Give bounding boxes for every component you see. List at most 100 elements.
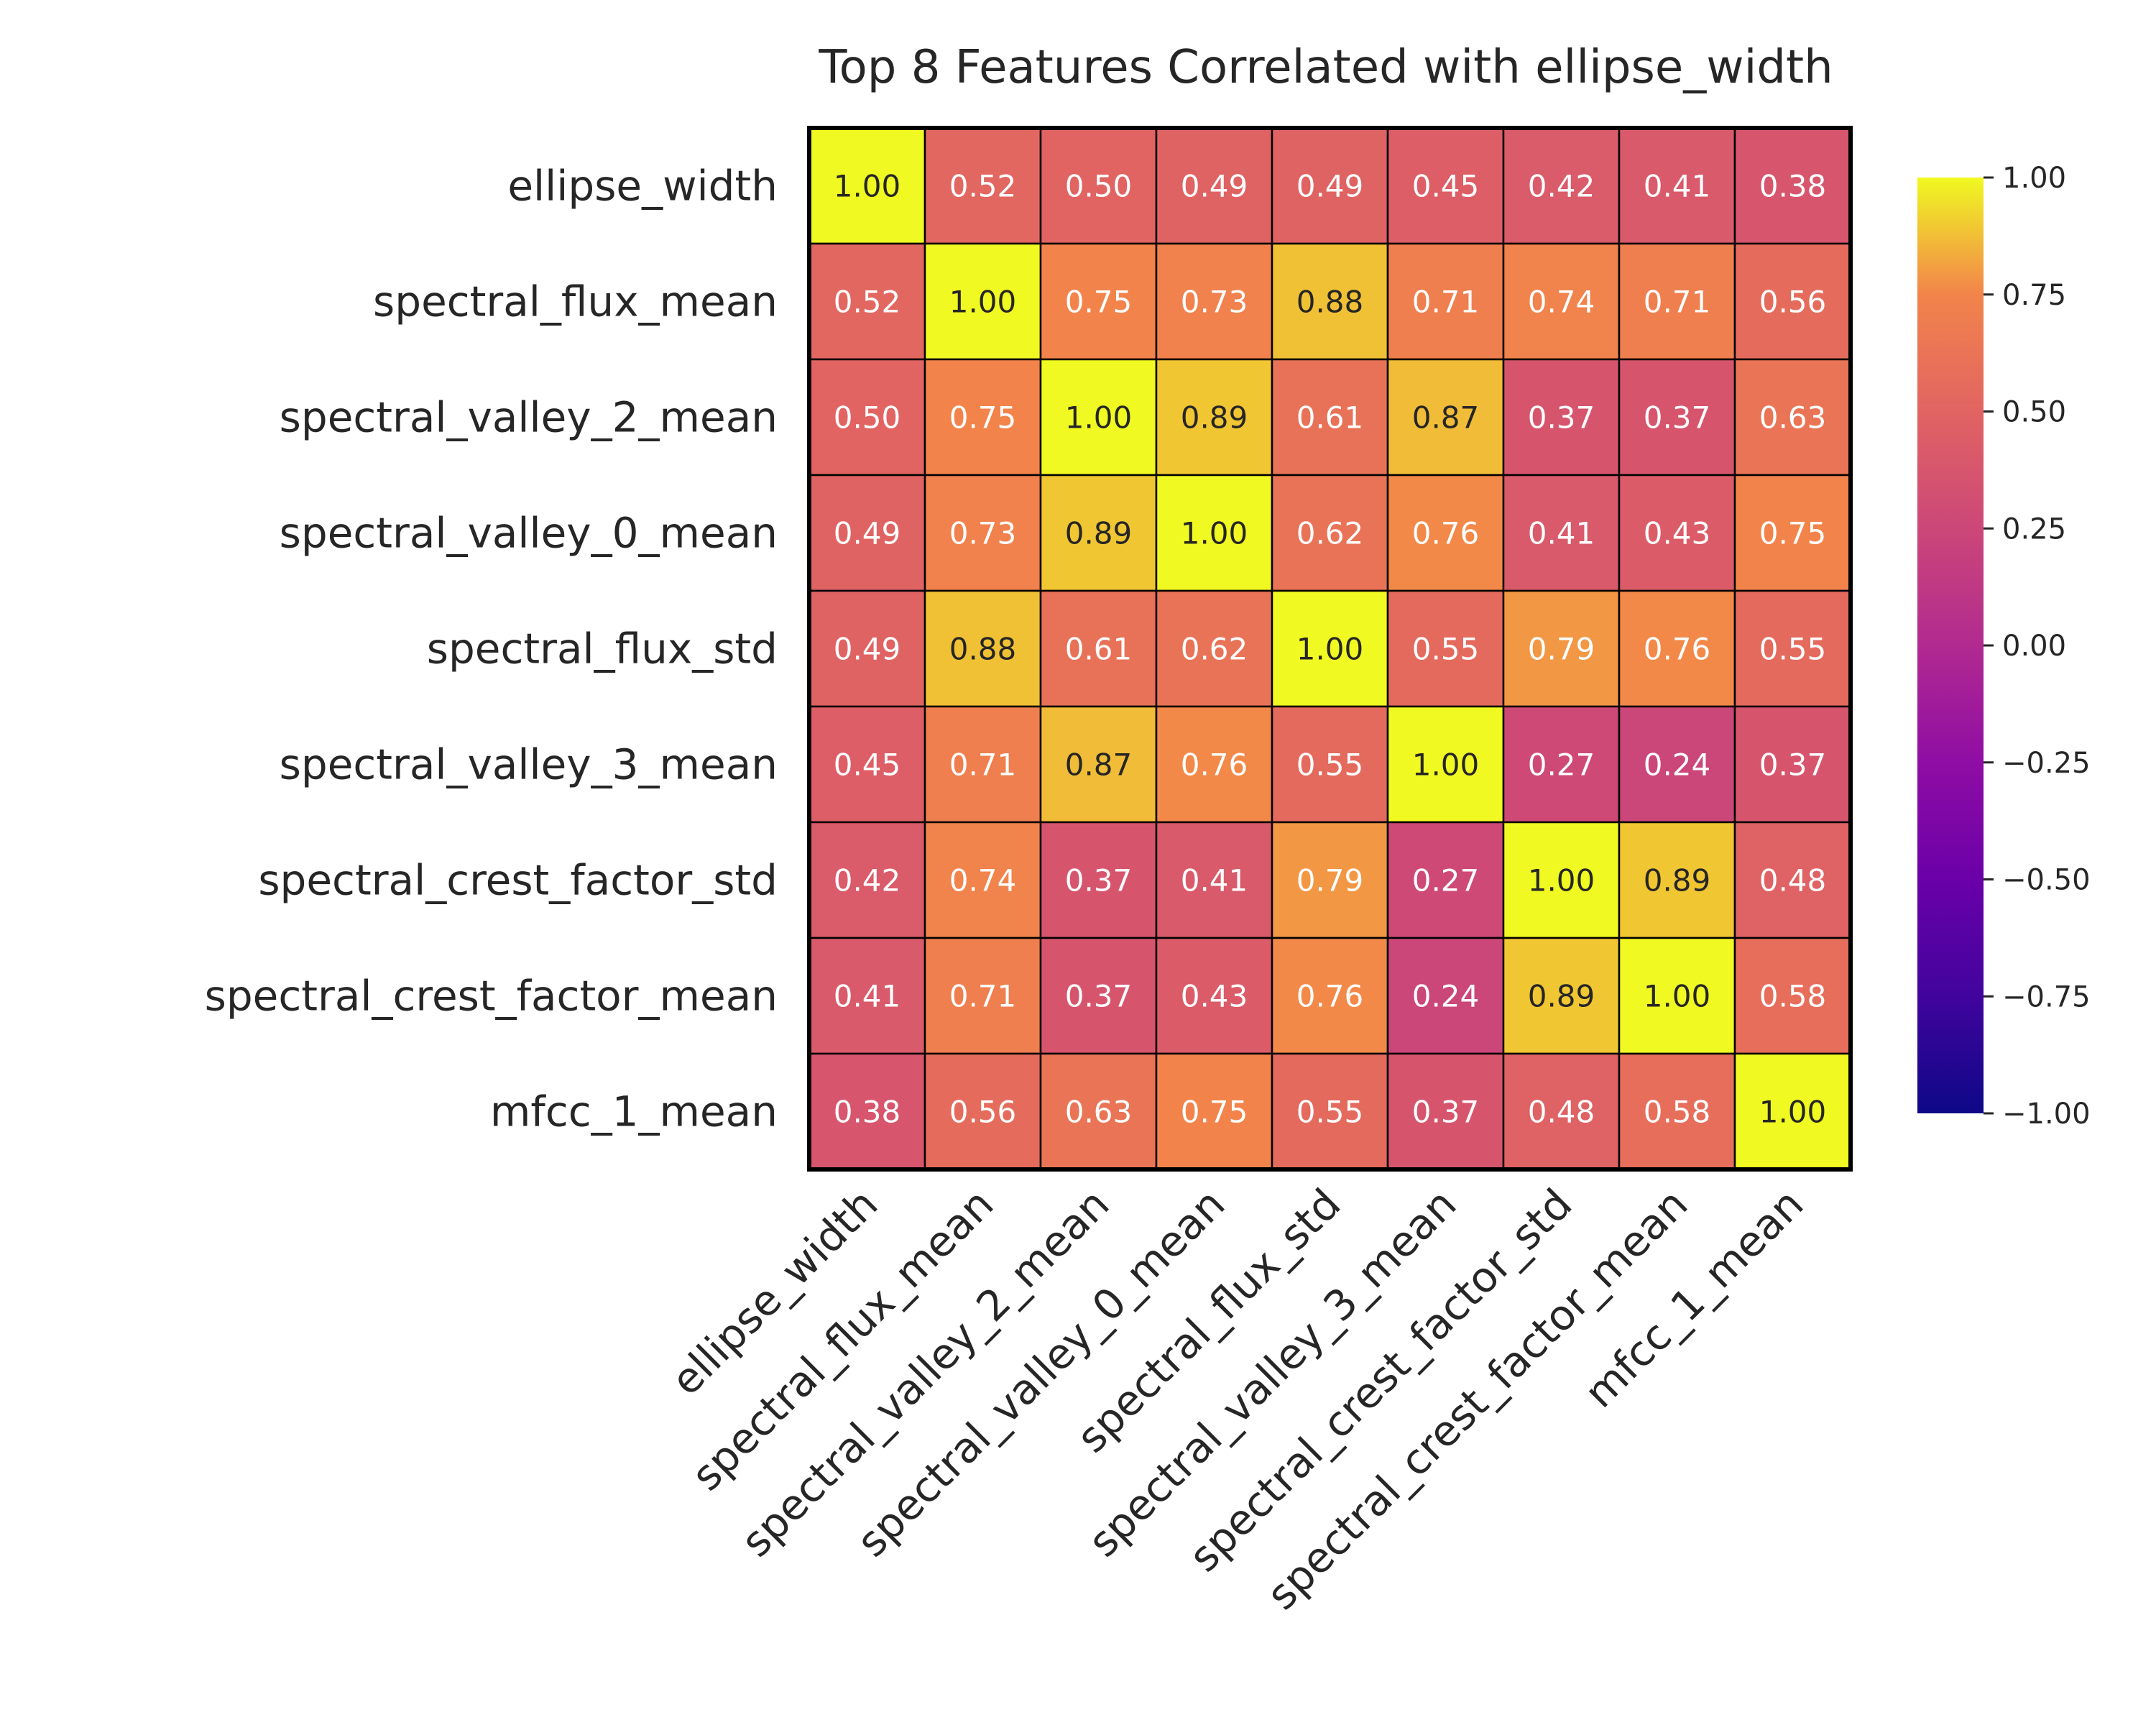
cell-value-label: 0.87 [1412,400,1480,436]
cell-value-label: 0.71 [1412,285,1480,320]
heatmap-cell [923,705,1042,824]
cell-value-label: 0.38 [834,1095,901,1130]
cell-value-label: 0.73 [1181,285,1248,320]
cell-value-label: 0.37 [1065,863,1133,898]
heatmap-cell [1039,589,1158,708]
cell-value-label: 0.61 [1296,400,1364,436]
cell-value-label: 1.00 [1528,863,1595,898]
heatmap-cell [808,705,926,824]
cell-value-label: 0.56 [1759,285,1827,320]
y-tick-label: mfcc_1_mean [490,1087,778,1136]
cell-value-label: 0.89 [1528,979,1595,1014]
heatmap-cells [808,126,1852,1171]
colorbar: 1.00 0.75 0.50 0.25 0.00 −0.25 −0.50 −0.75 −1.00 [1917,162,2091,1131]
y-tick-label: spectral_valley_2_mean [280,393,778,442]
y-tick-label: spectral_crest_factor_std [258,856,778,905]
cell-value-label: 0.37 [1412,1095,1480,1130]
heatmap-cell [808,358,926,477]
heatmap-cell [1271,242,1389,361]
cell-value-label: 0.79 [1528,632,1595,667]
cell-value-label: 0.74 [949,863,1017,898]
cell-value-label: 0.89 [1065,516,1133,551]
colorbar-tick-label: 0.00 [2002,630,2066,663]
cell-value-label: 0.41 [834,979,901,1014]
y-tick-label: spectral_crest_factor_mean [205,972,778,1021]
heatmap-cell [923,474,1042,592]
cell-value-label: 0.87 [1065,748,1133,783]
cell-value-label: 0.71 [949,748,1017,783]
cell-value-label: 0.24 [1644,748,1711,783]
cell-value-label: 1.00 [1412,748,1480,783]
heatmap-cell [1618,705,1736,824]
colorbar-tick-label: −0.25 [2002,747,2091,780]
cell-value-label: 0.89 [1181,400,1248,436]
cell-value-label: 0.88 [1296,285,1364,320]
cell-value-label: 0.42 [1528,169,1595,204]
cell-value-label: 0.58 [1644,1095,1711,1130]
cell-value-label: 0.75 [1065,285,1133,320]
cell-value-label: 0.42 [834,863,901,898]
heatmap-cell [1155,937,1273,1055]
heatmap-cell [1733,474,1852,592]
heatmap-cell [808,126,926,245]
heatmap-cell [1733,242,1852,361]
cell-value-label: 0.50 [834,400,901,436]
heatmap-cell [1039,705,1158,824]
cell-value-label: 0.62 [1296,516,1364,551]
y-axis-labels: ellipse_width spectral_flux_mean spectral_… [205,162,778,1136]
cell-value-label: 0.74 [1528,285,1595,320]
heatmap-cell [1733,1052,1852,1171]
cell-value-label: 1.00 [1759,1095,1827,1130]
heatmap-cell [1271,1052,1389,1171]
cell-value-label: 0.41 [1528,516,1595,551]
heatmap-cell [808,1052,926,1171]
cell-value-label: 0.49 [834,516,901,551]
cell-value-label: 0.88 [949,632,1017,667]
colorbar-tick-label: −0.50 [2002,864,2091,897]
cell-value-label: 0.49 [1296,169,1364,204]
heatmap-cell [1733,589,1852,708]
cell-value-label: 0.37 [1644,400,1711,436]
heatmap-cell [1155,474,1273,592]
cell-value-label: 0.43 [1181,979,1248,1014]
cell-value-label: 0.75 [1759,516,1827,551]
heatmap-cell [1618,242,1736,361]
cell-value-label: 0.41 [1181,863,1248,898]
cell-value-label: 0.45 [1412,169,1480,204]
y-tick-label: spectral_flux_mean [373,277,778,326]
cell-value-label: 0.55 [1296,1095,1364,1130]
heatmap-cell [808,821,926,939]
cell-value-label: 0.55 [1412,632,1480,667]
heatmap-cell [1502,937,1621,1055]
cell-value-label: 0.49 [834,632,901,667]
cell-value-label: 1.00 [1181,516,1248,551]
heatmap-cell [1386,937,1505,1055]
colorbar-tick-label: 1.00 [2002,162,2066,195]
cell-value-label: 0.37 [1528,400,1595,436]
heatmap-cell [1386,1052,1505,1171]
colorbar-tick-label: 0.50 [2002,396,2066,429]
cell-value-label: 0.58 [1759,979,1827,1014]
heatmap-cell [1271,705,1389,824]
y-tick-label: spectral_flux_std [427,625,778,673]
cell-value-label: 0.49 [1181,169,1248,204]
heatmap-cell [1502,242,1621,361]
cell-value-label: 0.27 [1412,863,1480,898]
cell-value-label: 0.63 [1759,400,1827,436]
cell-value-label: 1.00 [834,169,901,204]
cell-value-label: 0.55 [1296,748,1364,783]
cell-value-label: 1.00 [949,285,1017,320]
x-axis-labels: ellipse_widthspectral_flux_meanspectral_… [662,1179,1813,1619]
cell-value-label: 0.76 [1181,748,1248,783]
colorbar-tick-label: −1.00 [2002,1098,2091,1131]
cell-value-label: 0.79 [1296,863,1364,898]
heatmap-cell [1386,589,1505,708]
heatmap-cell [1271,358,1389,477]
colorbar-tick-label: −0.75 [2002,980,2091,1013]
heatmap-cell [1039,242,1158,361]
heatmap-cell [1502,589,1621,708]
cell-value-label: 0.75 [949,400,1017,436]
cell-value-label: 0.55 [1759,632,1827,667]
heatmap-cell [923,821,1042,939]
